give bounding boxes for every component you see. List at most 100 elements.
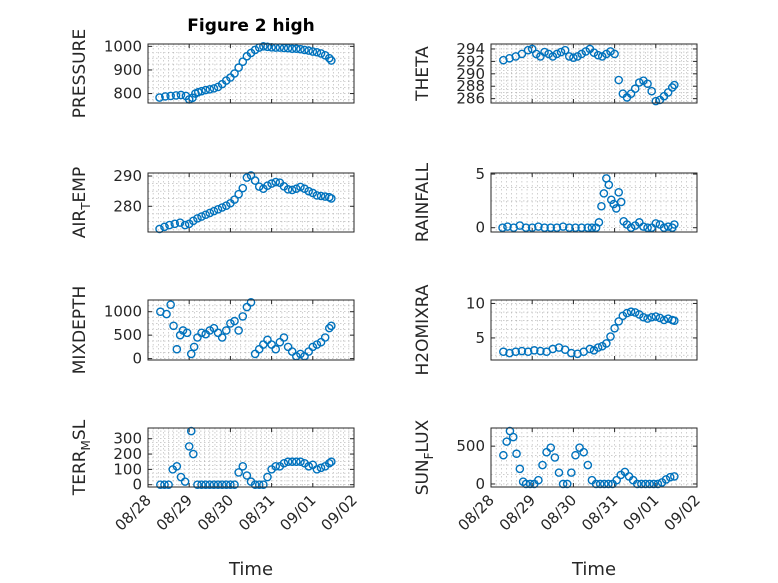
data-point xyxy=(230,69,239,78)
data-point xyxy=(217,333,227,342)
data-point xyxy=(579,447,589,457)
data-point xyxy=(548,344,558,354)
data-point xyxy=(234,63,243,72)
data-point xyxy=(186,426,196,436)
y-axis-label: RAINFALL xyxy=(413,162,433,242)
data-point xyxy=(172,344,182,354)
y-tick-label: 280 xyxy=(113,197,142,215)
x-tick-label: 08/28 xyxy=(455,491,498,534)
data-point xyxy=(254,182,264,191)
y-tick-label: 294 xyxy=(456,40,485,58)
data-point xyxy=(271,344,281,354)
data-point xyxy=(259,480,268,490)
data-point xyxy=(670,316,679,325)
data-point xyxy=(221,326,231,335)
data-point xyxy=(567,468,576,477)
data-point xyxy=(606,332,615,341)
x-tick-label: 09/01 xyxy=(619,491,662,534)
data-point xyxy=(667,83,677,92)
y-axis-label: PRESSURE xyxy=(70,29,90,118)
y-tick-label: 200 xyxy=(113,445,142,463)
data-point xyxy=(160,222,169,232)
data-point xyxy=(554,468,564,477)
data-point xyxy=(175,218,185,227)
data-point xyxy=(324,323,334,333)
x-tick-label: 08/29 xyxy=(496,491,539,534)
data-point xyxy=(197,212,206,221)
data-point xyxy=(523,45,533,55)
data-point xyxy=(641,479,650,489)
data-point xyxy=(645,479,654,489)
axes-border xyxy=(490,427,698,488)
data-point xyxy=(564,223,574,233)
axes-border xyxy=(490,43,698,104)
y-tick-label: 5 xyxy=(475,165,485,183)
data-point xyxy=(292,457,301,467)
data-point xyxy=(593,50,603,60)
data-point xyxy=(193,480,202,490)
y-tick-label: 290 xyxy=(113,167,142,185)
data-point xyxy=(515,464,525,474)
axes-background xyxy=(147,299,355,361)
data-point xyxy=(238,57,248,67)
y-tick-label: 5 xyxy=(475,329,485,347)
data-point xyxy=(176,90,186,100)
data-point xyxy=(263,472,272,482)
data-point xyxy=(632,479,642,489)
data-point xyxy=(643,223,652,233)
y-axis-label: AIRTEMP xyxy=(70,167,93,238)
data-point xyxy=(327,457,336,467)
data-point xyxy=(205,480,215,490)
data-point xyxy=(312,191,322,200)
data-point xyxy=(665,472,675,482)
data-point xyxy=(242,173,252,182)
data-point xyxy=(597,201,606,211)
data-point xyxy=(170,219,180,229)
data-point xyxy=(600,479,609,489)
data-point xyxy=(536,346,545,356)
subplot-mixdepth: 0 500 1000 MIXDEPTH xyxy=(70,286,355,374)
data-point xyxy=(604,479,613,489)
data-point xyxy=(614,317,624,326)
y-tick-label: 1000 xyxy=(104,37,142,55)
data-point xyxy=(614,188,624,197)
data-point xyxy=(534,222,543,231)
data-point xyxy=(182,328,192,338)
data-point xyxy=(287,44,297,54)
y-tick-label: 10 xyxy=(466,294,485,312)
x-axis-label-left: Time xyxy=(228,559,273,580)
data-point xyxy=(571,223,580,233)
y-tick-label: 500 xyxy=(456,437,485,455)
data-point xyxy=(571,450,580,460)
data-point xyxy=(254,480,264,490)
data-point xyxy=(630,308,640,317)
data-point xyxy=(498,223,507,233)
data-point xyxy=(560,45,570,55)
x-tick-label: 08/30 xyxy=(537,491,580,534)
data-point xyxy=(527,223,537,233)
data-point xyxy=(205,208,215,218)
data-point xyxy=(659,223,669,233)
data-point xyxy=(616,197,626,207)
x-tick-label: 08/29 xyxy=(153,491,196,534)
data-point xyxy=(324,53,334,63)
data-point xyxy=(517,49,527,59)
data-point xyxy=(316,49,326,58)
data-point xyxy=(316,191,326,201)
data-point xyxy=(197,86,206,96)
data-point xyxy=(612,475,621,485)
data-point xyxy=(639,312,648,322)
data-point xyxy=(201,480,210,490)
data-point xyxy=(246,298,256,307)
data-point xyxy=(197,480,206,490)
data-point xyxy=(653,479,663,489)
data-point xyxy=(591,479,601,489)
data-point xyxy=(155,93,164,102)
data-point xyxy=(643,314,652,323)
data-point xyxy=(562,479,572,489)
data-point xyxy=(283,185,293,194)
data-point xyxy=(283,457,293,467)
x-tick-label: 09/01 xyxy=(276,491,319,534)
x-tick-label: 09/02 xyxy=(318,491,361,534)
